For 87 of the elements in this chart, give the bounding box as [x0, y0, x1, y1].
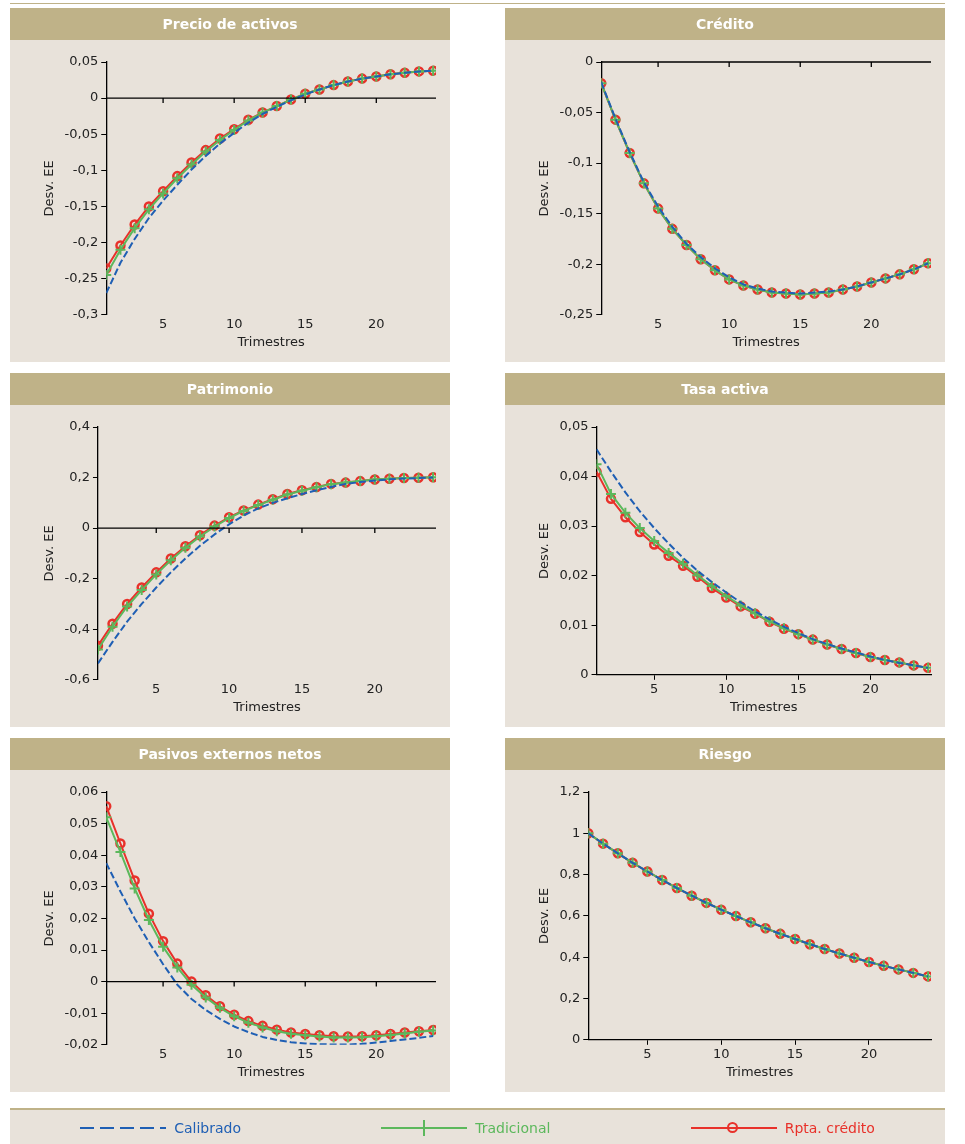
y-tick-label: 0,6 — [559, 907, 581, 923]
chart-title: Precio de activos — [10, 8, 450, 40]
y-tick-label: -0,3 — [72, 306, 99, 322]
y-tick-label: 0,02 — [559, 567, 589, 583]
x-axis-title: Trimestres — [729, 698, 798, 714]
y-tick-label: -0,1 — [72, 161, 99, 177]
x-tick-label: 10 — [225, 1045, 243, 1061]
y-tick-label: 0,04 — [559, 467, 589, 483]
y-tick-label: 0,05 — [69, 814, 99, 830]
chart-title: Patrimonio — [10, 373, 450, 405]
x-tick-label: 5 — [152, 680, 161, 696]
x-tick-label: 10 — [220, 680, 238, 696]
x-axis-title: Trimestres — [724, 1063, 794, 1079]
y-tick-label: 0 — [89, 89, 99, 105]
y-tick-label: -0,05 — [559, 103, 594, 119]
y-tick-label: -0,2 — [567, 255, 594, 271]
y-tick-label: 0 — [584, 53, 594, 69]
y-tick-label: 0 — [580, 666, 589, 682]
x-tick-label: 15 — [791, 315, 809, 331]
x-tick-label: 20 — [860, 1045, 878, 1061]
x-tick-label: 5 — [158, 1045, 168, 1061]
x-tick-label: 15 — [293, 680, 311, 696]
y-tick-label: -0,6 — [64, 671, 90, 687]
y-tick-label: 0,05 — [559, 418, 589, 434]
y-tick-label: -0,15 — [559, 205, 594, 221]
x-axis-title: Trimestres — [731, 333, 801, 349]
chart-title: Crédito — [505, 8, 945, 40]
y-axis-title: Desv. EE — [536, 160, 552, 217]
y-tick-label: 0 — [571, 1031, 581, 1047]
y-tick-label: 0,06 — [69, 783, 99, 799]
y-tick-label: -0,2 — [72, 233, 99, 249]
y-tick-label: 0,2 — [69, 468, 90, 484]
y-tick-label: 0,05 — [69, 53, 99, 69]
y-tick-label: 1,2 — [559, 783, 581, 799]
x-axis-title: Trimestres — [236, 1063, 306, 1079]
x-tick-label: 20 — [863, 315, 880, 331]
x-tick-label: 5 — [643, 1045, 652, 1061]
y-tick-label: -0,25 — [559, 306, 594, 322]
y-tick-label: -0,4 — [64, 620, 90, 636]
x-tick-label: 10 — [225, 315, 243, 331]
x-tick-label: 15 — [790, 680, 807, 696]
x-tick-label: 15 — [296, 315, 314, 331]
x-tick-label: 20 — [862, 680, 879, 696]
y-axis-title: Desv. EE — [536, 522, 552, 579]
x-tick-label: 15 — [296, 1045, 314, 1061]
y-tick-label: 0,4 — [559, 948, 581, 964]
y-tick-label: 0 — [81, 519, 90, 535]
x-axis-title: Trimestres — [236, 333, 306, 349]
y-tick-label: 0 — [89, 972, 99, 988]
chart-title: Tasa activa — [505, 373, 945, 405]
y-axis-title: Desv. EE — [41, 890, 57, 947]
y-tick-label: 0,02 — [69, 909, 99, 925]
x-axis-title: Trimestres — [232, 698, 301, 714]
y-tick-label: 0,01 — [559, 616, 589, 632]
y-tick-label: 0,2 — [559, 989, 581, 1005]
y-tick-label: 1 — [571, 824, 581, 840]
text: Tradicional — [475, 1120, 551, 1136]
x-tick-label: 5 — [650, 680, 659, 696]
y-axis-title: Desv. EE — [536, 887, 552, 944]
y-tick-label: -0,25 — [64, 270, 99, 286]
y-tick-label: -0,2 — [64, 570, 90, 586]
x-tick-label: 20 — [366, 680, 384, 696]
x-tick-label: 5 — [653, 315, 663, 331]
x-tick-label: 10 — [720, 315, 738, 331]
y-tick-label: -0,1 — [567, 154, 594, 170]
x-tick-label: 10 — [718, 680, 735, 696]
x-tick-label: 10 — [712, 1045, 730, 1061]
chart-title: Pasivos externos netos — [10, 738, 450, 770]
y-tick-label: 0,04 — [69, 846, 99, 862]
y-tick-label: 0,8 — [559, 865, 581, 881]
x-tick-label: 20 — [368, 315, 385, 331]
x-tick-label: 5 — [158, 315, 168, 331]
y-tick-label: 0,03 — [559, 517, 589, 533]
y-axis-title: Desv. EE — [41, 525, 57, 582]
text: Calibrado — [174, 1120, 241, 1136]
y-tick-label: -0,15 — [64, 197, 99, 213]
y-tick-label: -0,01 — [64, 1004, 99, 1020]
y-tick-label: 0,4 — [69, 418, 90, 434]
y-tick-label: 0,01 — [69, 941, 99, 957]
y-tick-label: -0,02 — [64, 1036, 99, 1052]
y-tick-label: -0,05 — [64, 125, 99, 141]
text: Rpta. crédito — [784, 1120, 875, 1136]
y-axis-title: Desv. EE — [41, 160, 57, 217]
x-tick-label: 20 — [368, 1045, 385, 1061]
x-tick-label: 15 — [786, 1045, 804, 1061]
chart-title: Riesgo — [505, 738, 945, 770]
y-tick-label: 0,03 — [69, 878, 99, 894]
